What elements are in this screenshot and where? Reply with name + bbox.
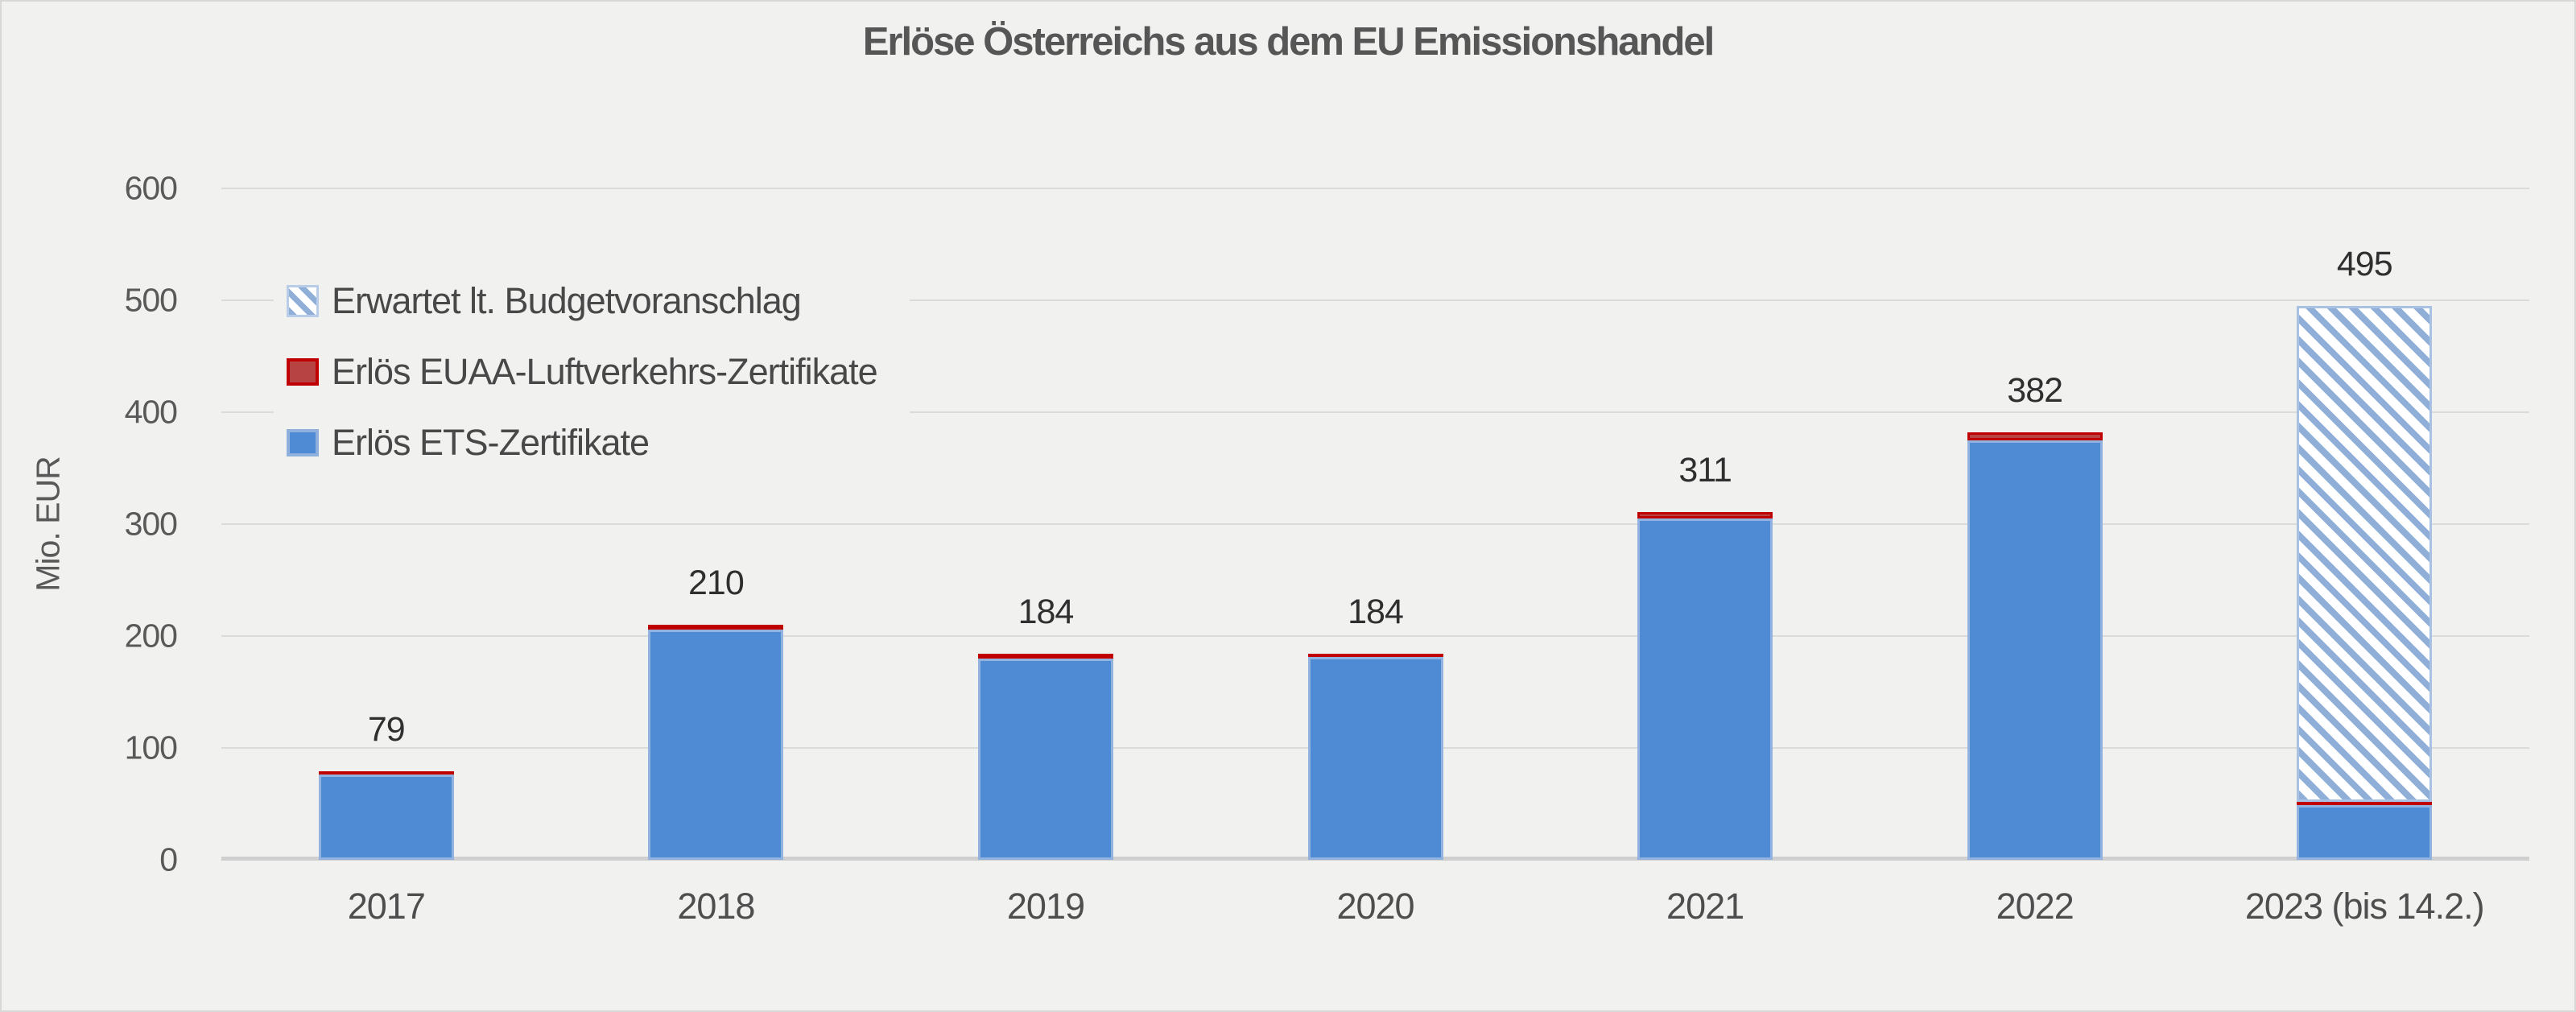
red-swatch-icon — [287, 358, 319, 386]
bar-segment-euaa-2020 — [1307, 654, 1443, 658]
legend-item-euaa: Erlös EUAA-Luftverkehrs-Zertifikate — [287, 337, 878, 407]
y-tick-label-300: 300 — [124, 505, 178, 543]
bar-slot-2021: 311 2021 — [1540, 188, 1870, 927]
x-axis-label-2017: 2017 — [347, 886, 426, 927]
gridline-500 — [221, 299, 2529, 301]
value-label-2022: 382 — [2007, 371, 2063, 411]
bar-segment-euaa-2021 — [1637, 511, 1773, 519]
x-axis-label-2022: 2022 — [1996, 886, 2074, 927]
legend-label-ets: Erlös ETS-Zertifikate — [332, 422, 650, 463]
y-tick-label-0: 0 — [159, 841, 178, 878]
y-tick-label-500: 500 — [124, 281, 178, 319]
value-label-2017: 79 — [367, 710, 406, 750]
x-axis-label-2020: 2020 — [1336, 886, 1414, 927]
gridline-300 — [221, 523, 2529, 525]
plot-area: 79 2017 210 2018 184 2019 184 2020 311 2021 382 202… — [221, 188, 2529, 927]
x-axis-label-2023 (bis 14.2.): 2023 (bis 14.2.) — [2244, 886, 2485, 927]
bar-segment-euaa-2017 — [318, 771, 454, 775]
legend: Erwartet lt. Budgetvoranschlag Erlös EUA… — [274, 262, 910, 481]
gridline-400 — [221, 411, 2529, 414]
x-axis-label-2021: 2021 — [1666, 886, 1744, 927]
x-axis-label-2018: 2018 — [677, 886, 755, 927]
y-tick-label-200: 200 — [124, 617, 178, 655]
bar-segment-ets-2022 — [1967, 440, 2103, 860]
value-label-2021: 311 — [1678, 450, 1732, 489]
bar-segment-euaa-2019 — [977, 654, 1113, 659]
bar-segment-euaa-2022 — [1967, 432, 2103, 440]
chart-title: Erlöse Österreichs aus dem EU Emissionsh… — [862, 20, 1715, 64]
bar-segment-ets-2019 — [977, 658, 1113, 860]
y-tick-label-600: 600 — [124, 169, 178, 207]
bar-slot-2023 (bis 14.2.): 495 2023 (bis 14.2.) — [2199, 188, 2529, 927]
gridline-600 — [221, 188, 2529, 189]
bars-container: 79 2017 210 2018 184 2019 184 2020 311 2021 382 202… — [221, 188, 2529, 927]
gridline-200 — [221, 635, 2529, 638]
y-tick-label-400: 400 — [124, 393, 178, 431]
bar-slot-2017: 79 2017 — [221, 188, 551, 927]
bar-segment-ets-2023 (bis 14.2.) — [2297, 804, 2433, 860]
value-label-2018: 210 — [687, 564, 745, 603]
bar-slot-2018: 210 2018 — [551, 188, 881, 927]
value-label-2023 (bis 14.2.): 495 — [2336, 244, 2393, 283]
bar-segment-expected-2023 (bis 14.2.) — [2297, 305, 2433, 802]
bar-segment-ets-2021 — [1637, 518, 1773, 860]
value-label-2020: 184 — [1348, 593, 1404, 632]
blue-swatch-icon — [287, 429, 319, 456]
legend-label-expected: Erwartet lt. Budgetvoranschlag — [332, 280, 802, 321]
bar-slot-2020: 184 2020 — [1211, 188, 1541, 927]
legend-item-expected: Erwartet lt. Budgetvoranschlag — [287, 266, 877, 337]
bar-segment-ets-2018 — [648, 629, 784, 860]
legend-item-ets: Erlös ETS-Zertifikate — [287, 407, 877, 478]
hatched-swatch-icon — [287, 285, 319, 317]
x-axis-label-2019: 2019 — [1006, 886, 1085, 927]
bar-segment-ets-2020 — [1307, 657, 1443, 860]
bar-segment-ets-2017 — [318, 774, 454, 860]
value-label-2019: 184 — [1018, 593, 1075, 632]
bar-segment-euaa-2023 (bis 14.2.) — [2297, 801, 2433, 805]
legend-label-euaa: Erlös EUAA-Luftverkehrs-Zertifikate — [332, 351, 878, 392]
bar-segment-euaa-2018 — [648, 625, 784, 630]
y-tick-label-100: 100 — [124, 729, 178, 766]
bar-slot-2022: 382 2022 — [1870, 188, 2200, 927]
bar-slot-2019: 184 2019 — [881, 188, 1211, 927]
y-axis-tick-labels: 0 100 200 300 400 500 600 — [34, 171, 178, 876]
